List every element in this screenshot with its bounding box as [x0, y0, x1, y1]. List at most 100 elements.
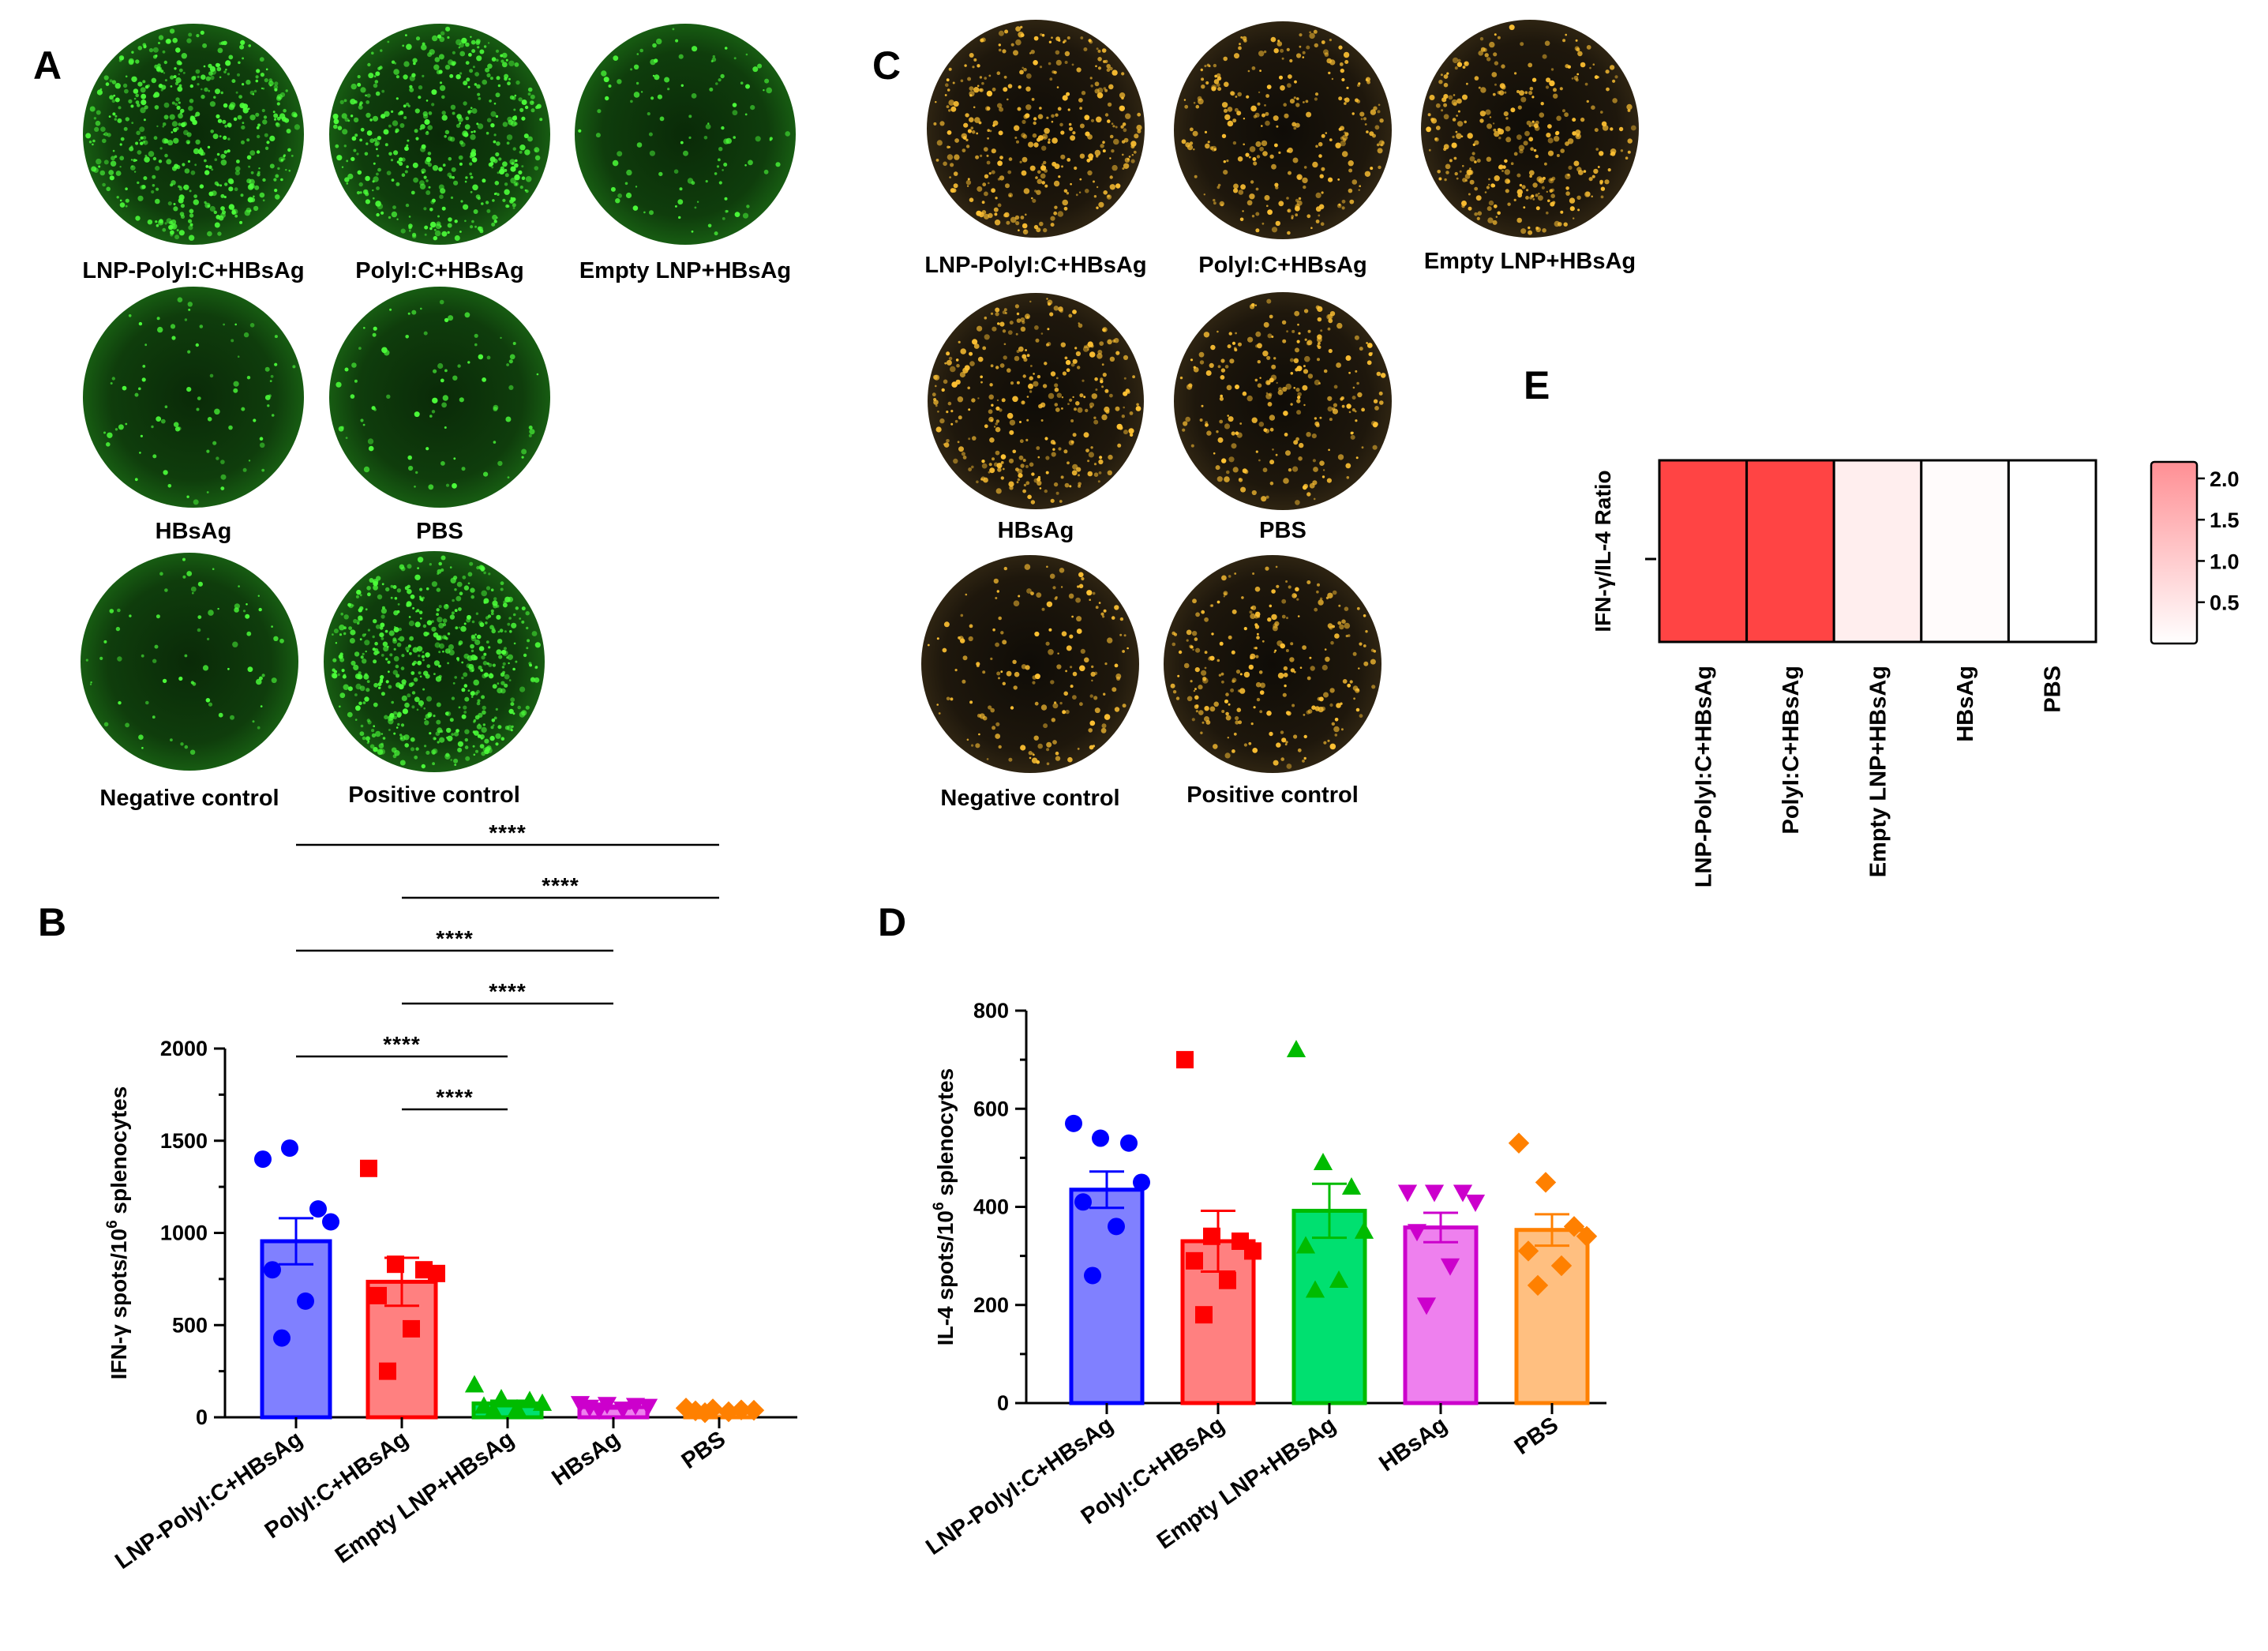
spot: [1568, 165, 1573, 170]
spot: [210, 69, 217, 75]
spot: [1291, 593, 1297, 598]
spot: [470, 587, 475, 593]
spot: [365, 175, 370, 182]
spot: [405, 34, 407, 36]
spot: [432, 752, 436, 756]
spot: [1593, 168, 1599, 174]
spot: [683, 150, 688, 156]
spot: [478, 621, 483, 625]
spot: [953, 171, 958, 176]
spot: [1037, 480, 1042, 486]
well-disc: [81, 553, 298, 771]
spot: [1274, 621, 1280, 627]
spot: [1338, 604, 1341, 607]
spot: [275, 122, 279, 126]
spot: [1050, 680, 1055, 685]
spot: [1203, 332, 1210, 338]
spot: [1350, 431, 1354, 435]
spot: [1341, 199, 1346, 204]
spot: [1087, 460, 1090, 463]
spot: [1097, 57, 1102, 62]
spot: [1272, 625, 1278, 632]
spot: [983, 147, 988, 152]
spot: [348, 626, 352, 630]
x-category-label: Empty LNP+HBsAg: [1153, 1413, 1340, 1555]
spot: [1327, 739, 1330, 742]
spot: [1012, 659, 1017, 664]
spot: [502, 198, 506, 202]
spot: [497, 193, 500, 196]
spot: [152, 715, 156, 719]
spot: [1283, 411, 1288, 416]
spot: [1019, 160, 1022, 163]
spot: [1328, 448, 1330, 452]
spot: [1041, 163, 1044, 166]
spot: [1565, 191, 1570, 196]
spot: [1029, 756, 1032, 760]
spot: [1040, 332, 1044, 335]
spot: [1268, 392, 1273, 397]
spot: [366, 719, 370, 722]
spot: [440, 188, 446, 194]
spot: [335, 642, 338, 644]
spot: [1286, 617, 1288, 620]
spot: [1221, 680, 1224, 684]
spot: [1085, 408, 1089, 413]
spot: [1311, 705, 1316, 710]
spot: [356, 589, 362, 595]
spot: [210, 129, 215, 133]
spot: [1048, 141, 1051, 144]
spot: [200, 30, 204, 36]
spot: [1078, 322, 1080, 325]
spot: [494, 181, 500, 186]
spot: [442, 650, 444, 653]
spot: [1497, 91, 1501, 95]
spot: [274, 81, 279, 86]
spot: [255, 112, 260, 117]
spot: [1472, 143, 1476, 146]
spot: [220, 206, 225, 211]
spot: [647, 112, 650, 116]
spot: [432, 35, 438, 42]
spot: [1132, 375, 1135, 379]
spot: [462, 575, 467, 580]
spot: [692, 46, 698, 52]
spot: [1078, 583, 1084, 589]
spot: [167, 201, 172, 206]
spot: [1328, 71, 1331, 75]
significance-bracket: ****: [296, 1032, 508, 1058]
spot: [1009, 430, 1014, 435]
spot: [1079, 702, 1083, 707]
spot: [1069, 485, 1072, 488]
spot: [1293, 126, 1297, 130]
spot: [519, 617, 522, 620]
spot: [140, 185, 145, 190]
spot: [366, 741, 369, 745]
spot: [1102, 615, 1105, 618]
spot: [1510, 162, 1514, 165]
spot: [1062, 199, 1068, 206]
spot: [972, 66, 975, 69]
spot: [1287, 231, 1291, 235]
spot: [261, 108, 265, 113]
spot: [495, 733, 501, 739]
spot: [379, 632, 384, 638]
spot: [481, 655, 485, 660]
spot: [431, 749, 437, 755]
spot: [1017, 107, 1022, 111]
spot: [1055, 377, 1059, 380]
spot: [474, 343, 478, 347]
spot: [971, 398, 976, 403]
spot: [1281, 614, 1286, 619]
spot: [508, 662, 510, 665]
spot: [209, 373, 214, 378]
spot: [1612, 79, 1616, 83]
spot: [461, 661, 464, 664]
spot: [462, 38, 467, 43]
spot: [430, 200, 435, 204]
spot: [399, 111, 404, 115]
spot: [291, 155, 294, 157]
spot: [413, 660, 418, 665]
well-disc: [329, 24, 550, 245]
